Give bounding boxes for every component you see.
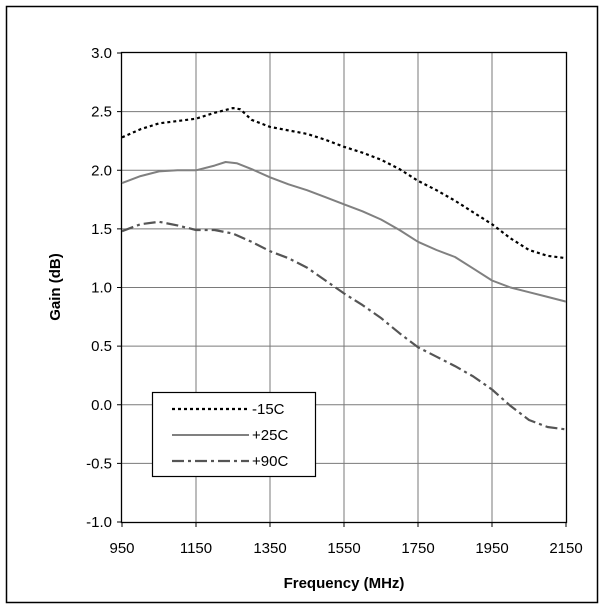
x-tick-label: 1750: [401, 540, 434, 557]
series-line-2: [121, 161, 567, 303]
x-tick-label: 1950: [475, 540, 508, 557]
series-lines: [121, 107, 567, 431]
legend-label-3: +90C: [252, 453, 288, 470]
y-tick-label: -1.0: [86, 514, 112, 531]
axis-ticks: 950 1150 1350 1550 1750 1950 2150 -1.0 -0.5 0.0 0.…: [86, 45, 583, 557]
y-tick-label: 0.5: [91, 338, 112, 355]
y-tick-label: 2.0: [91, 162, 112, 179]
series-line-3: [121, 220, 567, 431]
x-tick-label: 2150: [549, 540, 582, 557]
x-tick-label: 950: [109, 540, 134, 557]
x-tick-label: 1550: [327, 540, 360, 557]
legend: -15C +25C +90C: [151, 391, 317, 478]
y-tick-label: 3.0: [91, 45, 112, 62]
legend-label-1: -15C: [252, 401, 285, 418]
legend-label-2: +25C: [252, 427, 288, 444]
y-tick-label: -0.5: [86, 455, 112, 472]
y-tick-label: 0.0: [91, 397, 112, 414]
y-tick-label: 1.0: [91, 280, 112, 297]
x-tick-label: 1350: [253, 540, 286, 557]
outer-border: [5, 5, 599, 604]
series-line-1: [121, 107, 567, 260]
x-axis-title: Frequency (MHz): [284, 575, 405, 592]
x-tick-label: 1150: [180, 540, 212, 557]
y-tick-label: 2.5: [91, 104, 112, 121]
y-tick-label: 1.5: [91, 221, 112, 238]
y-axis-title: Gain (dB): [47, 253, 64, 321]
